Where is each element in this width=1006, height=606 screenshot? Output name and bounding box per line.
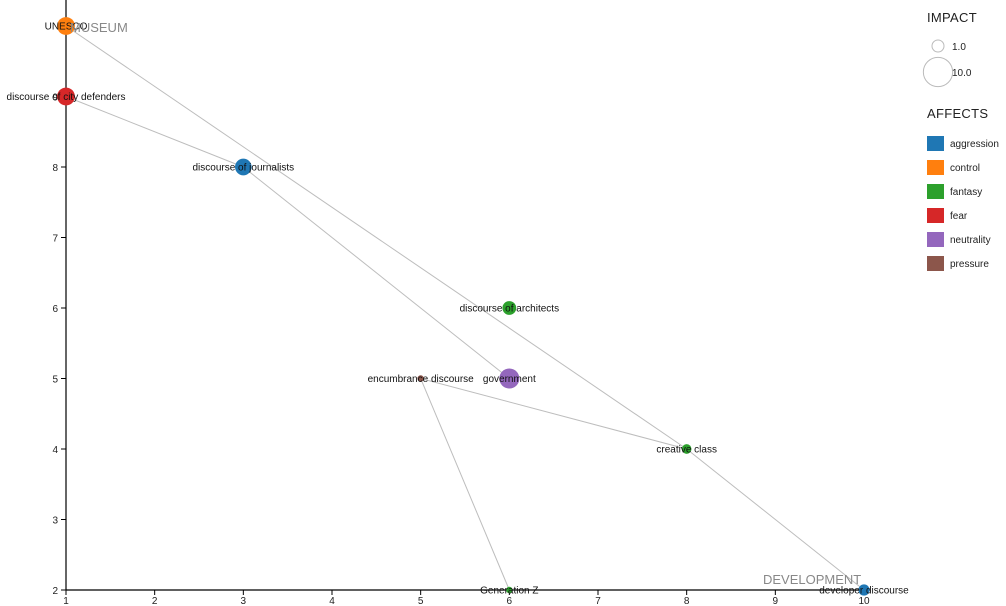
x-tick-label: 8 (684, 596, 690, 606)
node-label-unesco: UNESCO (45, 22, 88, 33)
x-tick-label: 3 (241, 596, 247, 606)
link-line (243, 166, 510, 379)
museum-corner-label: MUSEUM (70, 20, 128, 35)
x-tick-label: 7 (595, 596, 601, 606)
impact-legend-label: 10.0 (952, 68, 972, 79)
x-tick-label: 10 (858, 596, 870, 606)
y-tick-label: 5 (52, 375, 58, 386)
affect-swatch-control (927, 160, 944, 175)
impact-legend-circle (922, 56, 954, 88)
link-line (420, 378, 687, 450)
affects-legend: aggression control fantasy fear neutrality pr… (927, 136, 999, 271)
node-label-encumbrance: encumbrance discourse (368, 374, 475, 385)
impact-legend: 1.0 10.0 (922, 39, 972, 88)
node-encumbrance (417, 375, 424, 382)
affect-swatch-neutrality (927, 232, 944, 247)
affect-label-fantasy: fantasy (950, 187, 982, 198)
y-tick-label: 8 (52, 163, 58, 174)
affect-swatch-fantasy (927, 184, 944, 199)
node-architects (502, 301, 517, 315)
affect-label-aggression: aggression (950, 139, 999, 150)
affects-legend-title: AFFECTS (927, 106, 988, 121)
node-government (499, 368, 520, 389)
impact-legend-circle (931, 39, 945, 53)
link-line (420, 378, 510, 591)
node-developer (858, 584, 870, 596)
y-tick-label: 7 (52, 234, 58, 245)
y-tick-label: 6 (52, 304, 58, 315)
affect-swatch-aggression (927, 136, 944, 151)
x-tick-label: 1 (63, 596, 69, 606)
x-tick-label: 6 (507, 596, 513, 606)
node-label-generation-z: Generation Z (480, 586, 538, 597)
x-tick-label: 4 (329, 596, 335, 606)
nodes-layer (57, 17, 870, 596)
node-label-architects: discourse of architects (460, 304, 560, 315)
node-unesco (57, 17, 75, 35)
node-label-city-defenders: discourse of city defenders (7, 92, 126, 103)
x-tick-label: 5 (418, 596, 424, 606)
node-label-journalists: discourse of journalists (192, 163, 294, 174)
node-label-developer: developer discourse (819, 586, 909, 597)
node-labels-layer: UNESCO discourse of city defenders discour… (7, 22, 910, 597)
affect-label-control: control (950, 163, 980, 174)
node-label-government: government (483, 374, 536, 385)
affect-label-pressure: pressure (950, 259, 989, 270)
impact-legend-title: IMPACT (927, 10, 977, 25)
y-tick-label: 4 (52, 445, 58, 456)
y-tick-label: 9 (52, 93, 58, 104)
node-label-creative-class: creative class (656, 445, 717, 456)
node-generation-z (506, 586, 513, 594)
x-tick-label: 2 (152, 596, 158, 606)
legend: IMPACT 1.0 10.0 AFFECTS aggression control… (922, 10, 999, 271)
y-tick-label: 3 (52, 516, 58, 527)
link-line (686, 448, 865, 591)
link-line (65, 96, 244, 168)
y-tick-label: 2 (52, 586, 58, 597)
affect-swatch-fear (927, 208, 944, 223)
x-tick-label: 9 (773, 596, 779, 606)
development-corner-label: DEVELOPMENT (763, 572, 861, 587)
node-journalists (235, 158, 252, 176)
impact-legend-label: 1.0 (952, 42, 966, 53)
node-city-defenders (57, 87, 75, 106)
links-layer (65, 25, 865, 591)
link-line (65, 25, 687, 450)
affect-label-neutrality: neutrality (950, 235, 991, 246)
affect-swatch-pressure (927, 256, 944, 271)
node-creative-class (681, 444, 692, 454)
affect-label-fear: fear (950, 211, 968, 222)
